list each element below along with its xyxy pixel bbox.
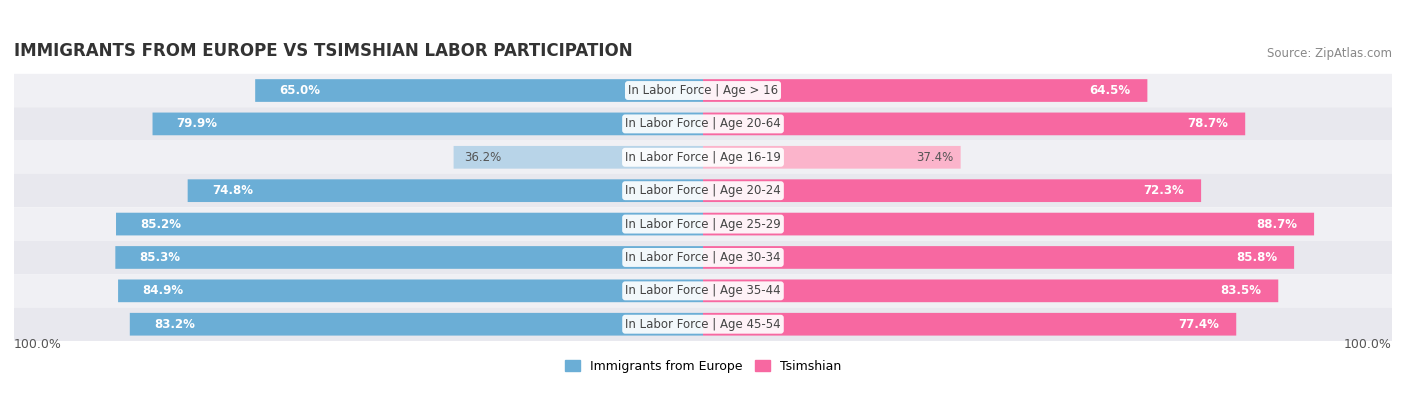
Text: In Labor Force | Age 30-34: In Labor Force | Age 30-34 bbox=[626, 251, 780, 264]
FancyBboxPatch shape bbox=[118, 280, 703, 302]
FancyBboxPatch shape bbox=[14, 141, 1392, 174]
Text: In Labor Force | Age 45-54: In Labor Force | Age 45-54 bbox=[626, 318, 780, 331]
Text: In Labor Force | Age 35-44: In Labor Force | Age 35-44 bbox=[626, 284, 780, 297]
Text: 83.2%: 83.2% bbox=[153, 318, 195, 331]
Text: Source: ZipAtlas.com: Source: ZipAtlas.com bbox=[1267, 47, 1392, 60]
Text: 88.7%: 88.7% bbox=[1256, 218, 1296, 231]
Text: 78.7%: 78.7% bbox=[1187, 117, 1227, 130]
FancyBboxPatch shape bbox=[14, 274, 1392, 308]
Text: 65.0%: 65.0% bbox=[280, 84, 321, 97]
FancyBboxPatch shape bbox=[14, 308, 1392, 341]
FancyBboxPatch shape bbox=[117, 213, 703, 235]
Text: In Labor Force | Age 20-24: In Labor Force | Age 20-24 bbox=[626, 184, 780, 197]
Text: 84.9%: 84.9% bbox=[142, 284, 183, 297]
FancyBboxPatch shape bbox=[703, 113, 1246, 135]
FancyBboxPatch shape bbox=[14, 74, 1392, 107]
Text: In Labor Force | Age 25-29: In Labor Force | Age 25-29 bbox=[626, 218, 780, 231]
Text: In Labor Force | Age 20-64: In Labor Force | Age 20-64 bbox=[626, 117, 780, 130]
FancyBboxPatch shape bbox=[703, 280, 1278, 302]
Text: 83.5%: 83.5% bbox=[1220, 284, 1261, 297]
FancyBboxPatch shape bbox=[187, 179, 703, 202]
Text: 85.3%: 85.3% bbox=[139, 251, 180, 264]
Text: 79.9%: 79.9% bbox=[177, 117, 218, 130]
FancyBboxPatch shape bbox=[703, 79, 1147, 102]
FancyBboxPatch shape bbox=[129, 313, 703, 336]
FancyBboxPatch shape bbox=[703, 146, 960, 169]
FancyBboxPatch shape bbox=[254, 79, 703, 102]
FancyBboxPatch shape bbox=[14, 207, 1392, 241]
Text: 74.8%: 74.8% bbox=[212, 184, 253, 197]
Legend: Immigrants from Europe, Tsimshian: Immigrants from Europe, Tsimshian bbox=[560, 355, 846, 378]
Text: In Labor Force | Age 16-19: In Labor Force | Age 16-19 bbox=[626, 151, 780, 164]
FancyBboxPatch shape bbox=[152, 113, 703, 135]
FancyBboxPatch shape bbox=[14, 241, 1392, 274]
Text: 72.3%: 72.3% bbox=[1143, 184, 1184, 197]
Text: 36.2%: 36.2% bbox=[464, 151, 501, 164]
FancyBboxPatch shape bbox=[454, 146, 703, 169]
Text: IMMIGRANTS FROM EUROPE VS TSIMSHIAN LABOR PARTICIPATION: IMMIGRANTS FROM EUROPE VS TSIMSHIAN LABO… bbox=[14, 43, 633, 60]
FancyBboxPatch shape bbox=[703, 313, 1236, 336]
Text: 100.0%: 100.0% bbox=[1344, 339, 1392, 352]
Text: 85.8%: 85.8% bbox=[1236, 251, 1277, 264]
Text: 85.2%: 85.2% bbox=[141, 218, 181, 231]
FancyBboxPatch shape bbox=[703, 213, 1315, 235]
Text: 77.4%: 77.4% bbox=[1178, 318, 1219, 331]
FancyBboxPatch shape bbox=[14, 174, 1392, 207]
Text: 100.0%: 100.0% bbox=[14, 339, 62, 352]
Text: In Labor Force | Age > 16: In Labor Force | Age > 16 bbox=[628, 84, 778, 97]
FancyBboxPatch shape bbox=[115, 246, 703, 269]
FancyBboxPatch shape bbox=[14, 107, 1392, 141]
Text: 37.4%: 37.4% bbox=[917, 151, 953, 164]
Text: 64.5%: 64.5% bbox=[1090, 84, 1130, 97]
FancyBboxPatch shape bbox=[703, 246, 1294, 269]
FancyBboxPatch shape bbox=[703, 179, 1201, 202]
